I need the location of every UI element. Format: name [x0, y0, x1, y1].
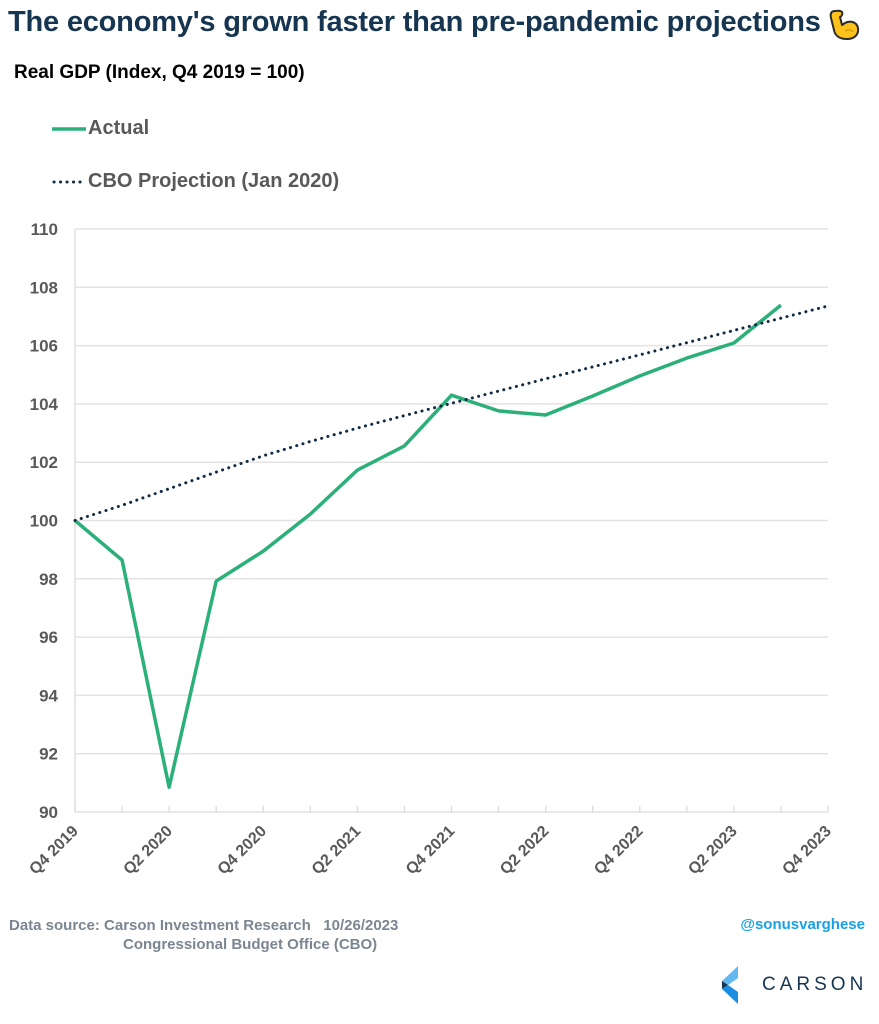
x-tick-label: Q4 2021	[403, 823, 458, 878]
y-tick-label: 102	[30, 453, 58, 472]
y-tick-label: 104	[30, 395, 59, 414]
legend-item-cbo-projection: CBO Projection (Jan 2020)	[52, 170, 339, 193]
data-source-line-2: Congressional Budget Office (CBO)	[123, 936, 378, 953]
x-tick-label: Q4 2023	[779, 823, 834, 878]
x-tick-label: Q2 2023	[685, 823, 740, 878]
legend-label-actual: Actual	[88, 117, 150, 139]
y-tick-label: 100	[30, 512, 58, 531]
chart-subtitle: Real GDP (Index, Q4 2019 = 100)	[14, 62, 305, 83]
flexed-biceps-icon	[829, 9, 860, 40]
legend-label-cbo-projection: CBO Projection (Jan 2020)	[88, 170, 340, 192]
author-handle: @sonusvarghese	[740, 916, 865, 933]
y-tick-label: 96	[39, 628, 58, 647]
y-tick-label: 92	[39, 745, 58, 764]
y-tick-label: 90	[39, 803, 58, 822]
y-tick-label: 94	[39, 686, 58, 705]
y-tick-label: 106	[30, 337, 58, 356]
x-tick-label: Q2 2022	[497, 823, 552, 878]
series-line-cbo-projection	[73, 304, 830, 522]
legend-item-actual: Actual	[52, 117, 149, 140]
y-tick-label: 110	[31, 220, 58, 239]
x-tick-label: Q2 2020	[121, 823, 176, 878]
data-source: Data source: Carson Investment Research …	[9, 916, 398, 954]
carson-logo-text: CARSON	[762, 974, 868, 995]
y-tick-label: 98	[39, 570, 58, 589]
data-source-line-1: Data source: Carson Investment Research …	[9, 917, 399, 934]
x-tick-label: Q2 2021	[309, 823, 364, 878]
x-tick-label: Q4 2019	[26, 823, 81, 878]
chart-title: The economy's grown faster than pre-pand…	[8, 6, 821, 38]
series-line-actual	[73, 303, 782, 789]
legend-solid-line-icon	[52, 126, 86, 131]
carson-logo-icon	[722, 966, 738, 1004]
x-tick-label: Q4 2022	[591, 823, 646, 878]
carson-logo: CARSON	[722, 966, 867, 1004]
legend-dotted-line-icon	[52, 180, 86, 183]
x-tick-label: Q4 2020	[215, 823, 270, 878]
y-tick-label: 108	[30, 278, 58, 297]
